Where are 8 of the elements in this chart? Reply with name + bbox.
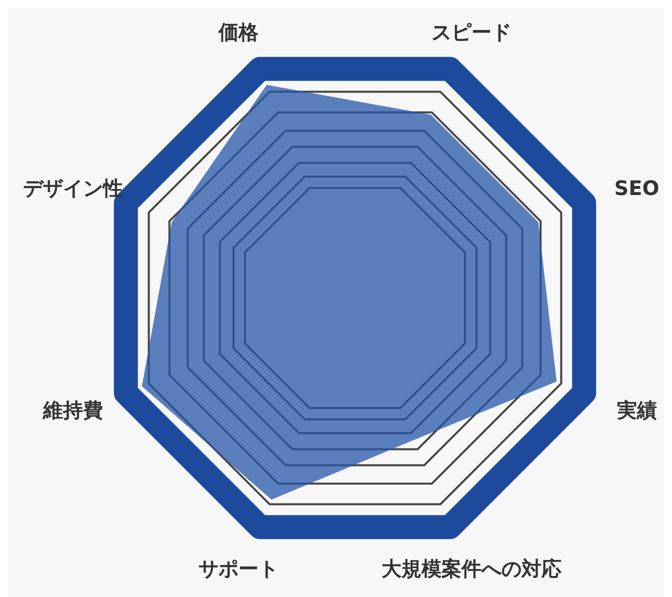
spoke-label: デザイン性 [23,176,124,200]
spoke-label: 大規模案件への対応 [382,556,562,581]
spoke-label: 維持費 [42,398,104,422]
spoke-label: スピード [432,20,512,44]
spoke-label: 価格 [217,20,260,44]
spoke-label: サポート [198,556,278,581]
spoke-label: SEO [614,176,660,200]
spoke-label: 実績 [616,398,657,422]
